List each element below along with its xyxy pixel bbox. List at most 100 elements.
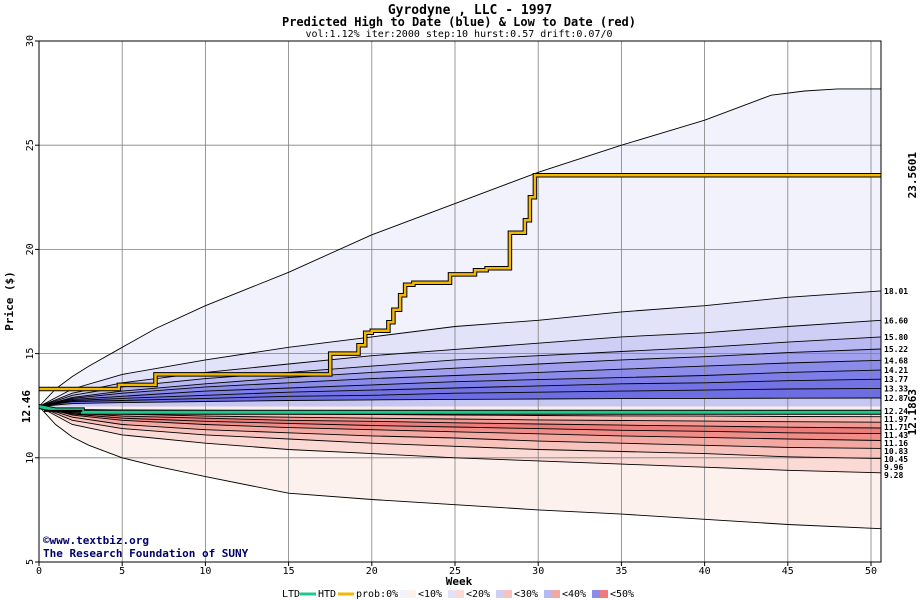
x-tick-label-25: 25 — [449, 566, 461, 577]
low-band-p50 — [39, 406, 881, 434]
y-tick-label-5: 5 — [25, 559, 36, 565]
high-band-p30 — [39, 336, 881, 407]
low-band-p40 — [39, 406, 881, 441]
legend-bin-red-0 — [408, 590, 416, 598]
y-tick-label-15: 15 — [25, 348, 36, 360]
high-band-p50 — [39, 360, 881, 407]
percentile-label-9: 12.24 — [884, 407, 908, 416]
percentile-label-5: 14.21 — [884, 366, 908, 375]
plot-frame — [38, 40, 882, 563]
x-tick-label-45: 45 — [782, 566, 794, 577]
y-axis-ticks: 5 10 15 20 25 30 — [25, 35, 39, 565]
legend-bin-blue-1 — [448, 590, 456, 598]
low-band-p60 — [39, 406, 881, 428]
percentile-label-15: 10.45 — [884, 455, 908, 464]
x-axis-ticks: 0 5 10 15 20 25 30 35 40 45 50 — [36, 562, 877, 577]
outline-high-max — [38, 88, 881, 407]
outline-high-p20 — [38, 319, 882, 407]
legend-bin-red-4 — [600, 590, 608, 598]
percentile-label-14: 10.83 — [884, 447, 908, 456]
high-band-p40 — [39, 349, 881, 407]
high-band-max — [39, 88, 881, 407]
x-tick-label-5: 5 — [119, 566, 125, 577]
y-tick-label-10: 10 — [25, 452, 36, 464]
percentile-label-4: 14.68 — [884, 356, 908, 365]
percentile-label-0: 18.01 — [884, 287, 908, 296]
outline-low-p30 — [38, 406, 882, 449]
x-tick-label-30: 30 — [532, 566, 544, 577]
price-series — [38, 172, 881, 415]
high-to-date-value-label: 23.5601 — [906, 152, 919, 199]
high-probability-bands — [39, 88, 881, 407]
percentile-label-17: 9.28 — [884, 471, 903, 480]
low-band-p10 — [39, 406, 881, 473]
x-tick-label-10: 10 — [199, 566, 211, 577]
percentile-label-6: 13.77 — [884, 375, 908, 384]
y-tick-label-25: 25 — [25, 139, 36, 151]
outline-high-p60 — [38, 369, 882, 407]
low-band-p20 — [39, 406, 881, 459]
y-tick-label-30: 30 — [25, 35, 36, 47]
outline-high-p10 — [38, 290, 882, 407]
legend-bin-label-0: <10% — [418, 589, 442, 600]
htd-line — [39, 173, 881, 391]
high-band-p80 — [39, 388, 881, 407]
high-band-p90 — [39, 398, 881, 407]
high-band-p20 — [39, 320, 881, 407]
percentile-label-16: 9.96 — [884, 463, 903, 472]
percentile-label-11: 11.71 — [884, 423, 908, 432]
percentile-label-8: 12.87 — [884, 394, 908, 403]
percentile-label-7: 13.33 — [884, 384, 908, 393]
legend-bins: <10% <20% <30% <40% <50% — [400, 589, 634, 600]
low-band-p70 — [39, 406, 881, 423]
outline-high-p80 — [38, 387, 882, 407]
outline-low-p40 — [38, 406, 882, 441]
organization-text: The Research Foundation of SUNY — [43, 547, 249, 560]
chart-subtitle: Predicted High to Date (blue) & Low to D… — [282, 15, 636, 29]
legend-bin-red-2 — [504, 590, 512, 598]
outline-low-p20 — [38, 406, 882, 460]
outline-high-p90 — [38, 397, 882, 407]
low-probability-bands — [39, 406, 881, 529]
outline-high-p40 — [38, 348, 882, 407]
x-tick-label-35: 35 — [615, 566, 627, 577]
legend-bin-blue-2 — [496, 590, 504, 598]
outline-low-p60 — [38, 406, 882, 429]
outline-low-p50 — [38, 406, 882, 435]
legend-bin-red-1 — [456, 590, 464, 598]
x-tick-label-50: 50 — [865, 566, 877, 577]
y-axis-label: Price ($) — [3, 271, 16, 331]
x-tick-label-15: 15 — [283, 566, 295, 577]
low-band-min — [39, 406, 881, 529]
chart-title: Gyrodyne , LLC - 1997 — [388, 3, 552, 18]
legend-bin-label-1: <20% — [466, 589, 490, 600]
low-to-date-value-label: 12.1863 — [906, 389, 919, 435]
percentile-labels: 18.01 16.60 15.80 15.22 14.6814.2113.7713.33… — [884, 287, 908, 480]
outline-high-p50 — [38, 359, 882, 407]
copyright-text: ©www.textbiz.org — [43, 534, 149, 547]
percentile-label-10: 11.97 — [884, 415, 908, 424]
legend-bin-red-3 — [552, 590, 560, 598]
outline-low-min — [38, 406, 882, 530]
percentile-label-1: 16.60 — [884, 316, 908, 325]
outline-low-p10 — [38, 406, 882, 474]
percentile-label-3: 15.22 — [884, 345, 908, 354]
x-tick-label-20: 20 — [366, 566, 378, 577]
percentile-label-2: 15.80 — [884, 333, 908, 342]
legend-htd-label: HTD — [318, 589, 336, 600]
legend-bin-label-2: <30% — [514, 589, 538, 600]
low-band-p30 — [39, 406, 881, 449]
legend: LTD HTD prob:0% <10% <20% <30% <40% <50% — [282, 589, 634, 600]
legend-bin-blue-0 — [400, 590, 408, 598]
x-axis-label: Week — [446, 575, 473, 588]
chart-parameters: vol:1.12% iter:2000 step:10 hurst:0.57 d… — [305, 29, 612, 40]
legend-bin-blue-3 — [544, 590, 552, 598]
x-tick-label-40: 40 — [699, 566, 711, 577]
percentile-label-12: 11.43 — [884, 431, 908, 440]
legend-bin-label-3: <40% — [562, 589, 586, 600]
high-band-p60 — [39, 370, 881, 407]
outline-high-p70 — [38, 378, 882, 407]
start-price-label: 12.46 — [20, 390, 33, 423]
x-tick-label-0: 0 — [36, 566, 42, 577]
